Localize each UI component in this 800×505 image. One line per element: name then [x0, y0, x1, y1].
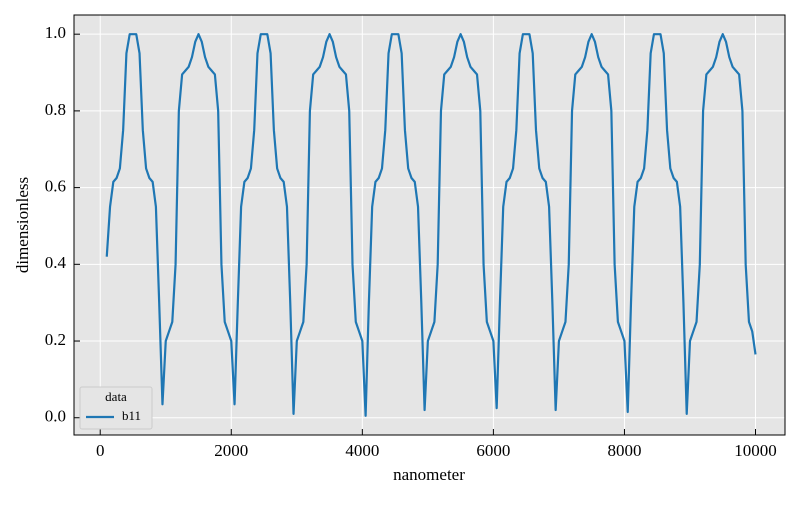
- legend-title: data: [105, 389, 127, 404]
- y-tick-label: 1.0: [45, 23, 66, 42]
- marks: [105, 33, 757, 417]
- y-axis-label: dimensionless: [13, 177, 32, 273]
- plot-area: [74, 15, 785, 435]
- legend: data b11: [79, 386, 153, 430]
- x-tick-label: 0: [96, 441, 105, 460]
- y-tick-label: 0.6: [45, 177, 66, 196]
- x-tick-label: 4000: [345, 441, 379, 460]
- y-tick-label: 0.2: [45, 330, 66, 349]
- legend-label: b11: [122, 408, 141, 423]
- x-tick-label: 2000: [214, 441, 248, 460]
- plot-frame: [73, 14, 786, 436]
- legend-box: [79, 386, 153, 430]
- y-tick-label: 0.4: [45, 253, 67, 272]
- x-axis-label: nanometer: [393, 465, 465, 484]
- y-tick-label: 0.8: [45, 100, 66, 119]
- y-tick-label: 0.0: [45, 407, 66, 426]
- x-tick-label: 10000: [734, 441, 777, 460]
- x-tick-label: 6000: [476, 441, 510, 460]
- data-line: [105, 33, 757, 417]
- x-tick-label: 8000: [607, 441, 641, 460]
- grid: [74, 15, 785, 435]
